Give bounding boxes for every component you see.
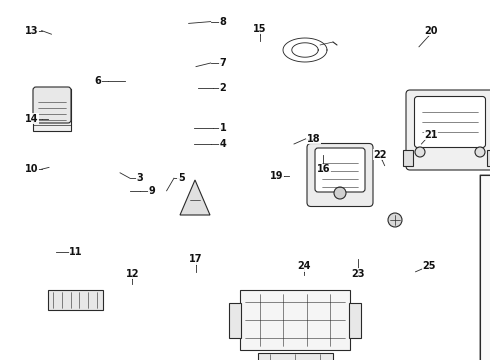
Text: 14: 14	[25, 114, 39, 124]
Text: 1: 1	[220, 123, 226, 133]
Polygon shape	[480, 175, 490, 360]
Text: 15: 15	[253, 24, 267, 34]
Text: 12: 12	[125, 269, 139, 279]
Text: 8: 8	[220, 17, 226, 27]
Text: 20: 20	[424, 26, 438, 36]
FancyBboxPatch shape	[315, 148, 365, 192]
Circle shape	[475, 147, 485, 157]
Text: 23: 23	[351, 269, 365, 279]
Text: 18: 18	[307, 134, 320, 144]
Text: 9: 9	[148, 186, 155, 196]
Text: 24: 24	[297, 261, 311, 271]
Bar	[240, 290, 350, 350]
Text: 25: 25	[422, 261, 436, 271]
Bar	[48, 290, 102, 310]
Bar	[349, 302, 361, 338]
Text: 22: 22	[373, 150, 387, 160]
Circle shape	[388, 213, 402, 227]
Bar	[229, 302, 241, 338]
Text: 3: 3	[136, 173, 143, 183]
FancyBboxPatch shape	[415, 96, 486, 148]
Text: 2: 2	[220, 83, 226, 93]
Text: 6: 6	[95, 76, 101, 86]
Bar	[258, 353, 333, 360]
FancyBboxPatch shape	[406, 90, 490, 170]
Text: 5: 5	[178, 173, 185, 183]
Bar	[403, 150, 413, 166]
Circle shape	[334, 187, 346, 199]
Text: 17: 17	[189, 254, 203, 264]
Bar	[33, 89, 71, 131]
Text: 19: 19	[270, 171, 284, 181]
Text: 11: 11	[69, 247, 83, 257]
Circle shape	[415, 147, 425, 157]
Text: 13: 13	[25, 26, 39, 36]
Text: 21: 21	[424, 130, 438, 140]
Bar	[487, 150, 490, 166]
Text: 4: 4	[220, 139, 226, 149]
Polygon shape	[180, 180, 210, 215]
Text: 10: 10	[25, 164, 39, 174]
Text: 16: 16	[317, 164, 330, 174]
FancyBboxPatch shape	[33, 87, 71, 123]
FancyBboxPatch shape	[307, 144, 373, 207]
Text: 7: 7	[220, 58, 226, 68]
